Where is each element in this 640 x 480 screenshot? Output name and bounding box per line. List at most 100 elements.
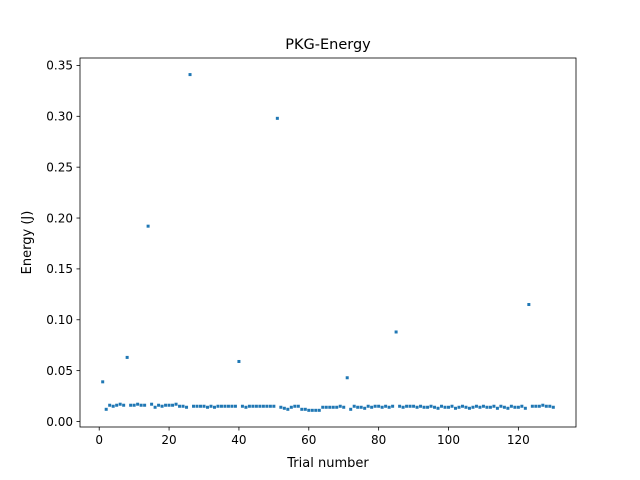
data-point xyxy=(405,404,409,408)
data-point xyxy=(192,404,196,408)
data-point xyxy=(499,404,503,408)
data-point xyxy=(478,405,482,409)
y-tick-label: 0.00 xyxy=(46,415,73,429)
data-point xyxy=(251,404,255,408)
data-point xyxy=(303,407,307,411)
data-point xyxy=(164,403,168,407)
data-point xyxy=(254,404,258,408)
data-point xyxy=(492,404,496,408)
data-point xyxy=(188,73,192,77)
data-point xyxy=(422,405,426,409)
data-point xyxy=(136,402,140,406)
data-point xyxy=(118,402,122,406)
data-point xyxy=(384,404,388,408)
data-point xyxy=(359,405,363,409)
data-point xyxy=(387,405,391,409)
y-tick-label: 0.25 xyxy=(46,160,73,174)
data-point xyxy=(324,405,328,409)
y-tick-label: 0.35 xyxy=(46,59,73,73)
data-point xyxy=(541,403,545,407)
data-point xyxy=(153,405,157,409)
data-point xyxy=(502,405,506,409)
data-point xyxy=(195,404,199,408)
data-point xyxy=(233,404,237,408)
data-point xyxy=(335,405,339,409)
data-point xyxy=(219,404,223,408)
data-point xyxy=(226,404,230,408)
data-point xyxy=(244,405,248,409)
data-point xyxy=(363,406,367,410)
data-point xyxy=(146,224,150,228)
data-point xyxy=(530,404,534,408)
data-point xyxy=(317,408,321,412)
data-point xyxy=(261,404,265,408)
data-point xyxy=(247,404,251,408)
data-point xyxy=(171,403,175,407)
data-point xyxy=(199,404,203,408)
data-point xyxy=(185,405,189,409)
data-point xyxy=(205,405,209,409)
x-tick-label: 60 xyxy=(301,433,316,447)
data-point xyxy=(293,404,297,408)
data-point xyxy=(506,406,510,410)
data-point xyxy=(104,407,108,411)
data-point xyxy=(447,405,451,409)
data-point xyxy=(125,355,129,359)
data-point xyxy=(209,404,213,408)
data-point xyxy=(460,404,464,408)
chart-title: PKG-Energy xyxy=(285,37,371,53)
data-point xyxy=(356,405,360,409)
data-point xyxy=(115,403,119,407)
data-point xyxy=(223,404,227,408)
data-points xyxy=(101,73,555,412)
y-axis-ticks: 0.00 0.05 0.10 0.15 0.20 0.25 0.30 0.35 xyxy=(46,59,80,429)
y-tick-label: 0.30 xyxy=(46,110,73,124)
data-point xyxy=(321,405,325,409)
data-point xyxy=(300,407,304,411)
data-point xyxy=(471,405,475,409)
data-point xyxy=(216,404,220,408)
data-point xyxy=(240,404,244,408)
data-point xyxy=(443,405,447,409)
data-point xyxy=(178,404,182,408)
data-point xyxy=(401,405,405,409)
data-point xyxy=(108,403,112,407)
data-point xyxy=(429,404,433,408)
data-point xyxy=(122,403,126,407)
data-point xyxy=(174,402,178,406)
x-tick-label: 40 xyxy=(231,433,246,447)
x-tick-label: 120 xyxy=(507,433,530,447)
data-point xyxy=(516,405,520,409)
data-point xyxy=(433,405,437,409)
data-point xyxy=(412,404,416,408)
data-point xyxy=(314,408,318,412)
plot-area-frame xyxy=(79,57,577,428)
data-point xyxy=(160,404,164,408)
data-point xyxy=(230,404,234,408)
data-point xyxy=(328,405,332,409)
data-point xyxy=(111,404,115,408)
x-axis-ticks: 0 20 40 60 80 100 120 xyxy=(95,427,530,447)
data-point xyxy=(527,303,531,307)
data-point xyxy=(167,403,171,407)
data-point xyxy=(370,405,374,409)
data-point xyxy=(289,405,293,409)
data-point xyxy=(342,405,346,409)
x-tick-label: 20 xyxy=(161,433,176,447)
data-point xyxy=(286,407,290,411)
data-point xyxy=(415,405,419,409)
y-tick-label: 0.20 xyxy=(46,211,73,225)
data-point xyxy=(349,407,353,411)
data-point xyxy=(150,402,154,406)
y-tick-label: 0.05 xyxy=(46,364,73,378)
data-point xyxy=(366,404,370,408)
data-point xyxy=(181,404,185,408)
data-point xyxy=(352,404,356,408)
data-point xyxy=(464,405,468,409)
data-point xyxy=(544,404,548,408)
data-point xyxy=(523,406,527,410)
data-point xyxy=(258,404,262,408)
data-point xyxy=(268,404,272,408)
y-tick-label: 0.10 xyxy=(46,313,73,327)
